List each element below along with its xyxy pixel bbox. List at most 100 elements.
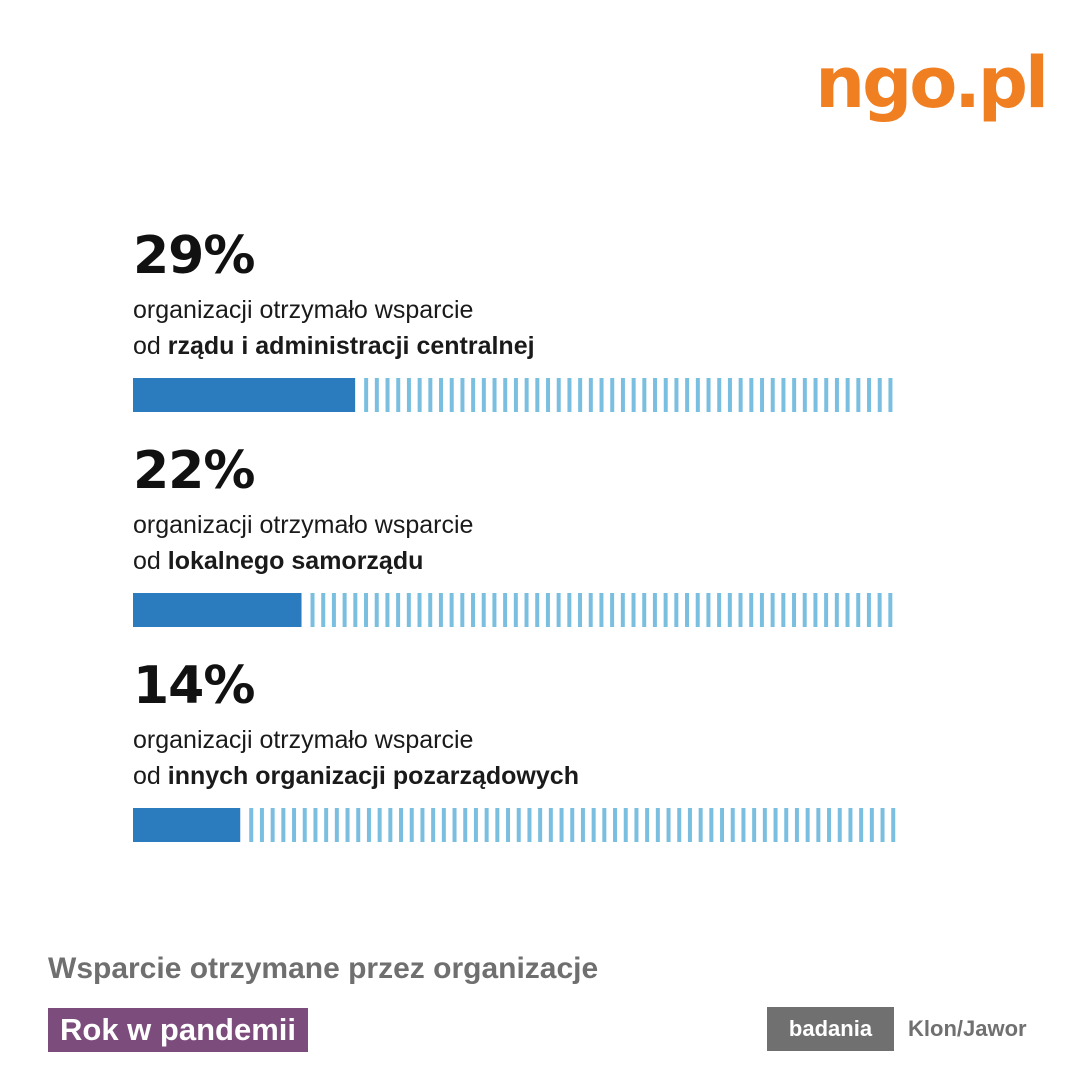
bar-empty-tick <box>527 808 532 842</box>
category-tag: badania <box>767 1007 894 1051</box>
source-prefix: od <box>133 547 168 575</box>
source-name: rządu i administracji centralnej <box>167 332 535 360</box>
bar-empty-tick <box>492 593 497 627</box>
bar-empty-tick <box>792 378 797 412</box>
bar-empty-tick <box>385 378 390 412</box>
bar-empty-tick <box>342 593 347 627</box>
bar-empty-tick <box>259 808 264 842</box>
bar-empty-tick <box>449 593 454 627</box>
bar-empty-tick <box>834 593 839 627</box>
bar-empty-tick <box>759 593 764 627</box>
bar-empty-tick <box>634 808 639 842</box>
stat-block: 22% organizacji otrzymało wsparcie od lo… <box>133 445 903 632</box>
bar-empty-tick <box>591 808 596 842</box>
bar-empty-tick <box>556 378 561 412</box>
bar-empty-tick <box>727 593 732 627</box>
bar-empty-tick <box>642 593 647 627</box>
bar-empty-tick <box>439 378 444 412</box>
bar-empty-tick <box>396 593 401 627</box>
bar-empty-tick <box>848 808 853 842</box>
bar-empty-tick <box>805 808 810 842</box>
bar-empty-tick <box>524 378 529 412</box>
bar-empty-tick <box>385 593 390 627</box>
bar-empty-tick <box>631 378 636 412</box>
bar-empty-tick <box>538 808 543 842</box>
bar-empty-tick <box>374 378 379 412</box>
bar-empty-tick <box>717 593 722 627</box>
bar-empty-tick <box>545 593 550 627</box>
bar-empty-tick <box>880 808 885 842</box>
bar-empty-tick <box>802 593 807 627</box>
description-line: organizacji otrzymało wsparcie <box>133 511 474 539</box>
bar-empty-tick <box>602 808 607 842</box>
description-line-source: od innych organizacji pozarządowych <box>133 758 903 794</box>
bar-empty-tick <box>866 593 871 627</box>
bar-empty-tick <box>698 808 703 842</box>
bar-empty-tick <box>388 808 393 842</box>
bar-empty-tick <box>706 593 711 627</box>
bar-empty-tick <box>567 593 572 627</box>
bar-empty-tick <box>813 378 818 412</box>
bar-empty-tick <box>877 593 882 627</box>
bar-empty-tick <box>535 593 540 627</box>
bar-empty-tick <box>620 378 625 412</box>
bar-empty-tick <box>824 593 829 627</box>
bar-empty-tick <box>406 593 411 627</box>
bar-empty-tick <box>685 378 690 412</box>
bar-empty-tick <box>727 378 732 412</box>
stat-description: organizacji otrzymało wsparcie od innych… <box>133 722 903 794</box>
bar-empty-tick <box>503 593 508 627</box>
bar-empty-tick <box>856 593 861 627</box>
bar-empty-tick <box>869 808 874 842</box>
bar-empty-tick <box>292 808 297 842</box>
bar-empty-tick <box>730 808 735 842</box>
source-name: lokalnego samorządu <box>167 547 424 575</box>
bar-empty-tick <box>270 808 275 842</box>
source-prefix: od <box>133 332 168 360</box>
bar-empty-tick <box>613 808 618 842</box>
bar-empty-tick <box>813 593 818 627</box>
bar-empty-tick <box>460 593 465 627</box>
bar-empty-tick <box>792 593 797 627</box>
bar-empty-tick <box>623 808 628 842</box>
source-prefix: od <box>133 762 168 790</box>
bar-empty-tick <box>345 808 350 842</box>
bar-empty-tick <box>749 378 754 412</box>
bar-filled-segment <box>133 593 302 627</box>
bar-empty-tick <box>310 593 315 627</box>
description-line-source: od lokalnego samorządu <box>133 543 903 579</box>
bar-empty-tick <box>449 378 454 412</box>
bar-empty-tick <box>856 378 861 412</box>
bar-empty-tick <box>674 593 679 627</box>
bar-empty-tick <box>762 808 767 842</box>
bar-empty-tick <box>481 593 486 627</box>
bar-empty-tick <box>802 378 807 412</box>
description-line: organizacji otrzymało wsparcie <box>133 296 474 324</box>
bar-empty-tick <box>481 378 486 412</box>
bar-empty-tick <box>666 808 671 842</box>
bar-empty-tick <box>834 378 839 412</box>
bar-empty-tick <box>645 808 650 842</box>
bar-empty-tick <box>399 808 404 842</box>
bar-empty-tick <box>695 593 700 627</box>
bar-empty-tick <box>741 808 746 842</box>
bar-empty-tick <box>706 378 711 412</box>
bar-empty-tick <box>364 378 369 412</box>
bar-empty-tick <box>331 593 336 627</box>
percentage-label: 29% <box>133 226 255 286</box>
bar-empty-tick <box>321 593 326 627</box>
bar-empty-tick <box>281 808 286 842</box>
bar-empty-tick <box>631 593 636 627</box>
bar-empty-tick <box>642 378 647 412</box>
bar-empty-tick <box>709 808 714 842</box>
bar-empty-tick <box>610 378 615 412</box>
bar-empty-tick <box>546 378 551 412</box>
bar-empty-tick <box>535 378 540 412</box>
bar-empty-tick <box>524 593 529 627</box>
stat-description: organizacji otrzymało wsparcie od lokaln… <box>133 507 903 579</box>
bar-empty-tick <box>867 378 872 412</box>
bar-empty-tick <box>417 593 422 627</box>
bar-empty-tick <box>827 808 832 842</box>
bar-empty-tick <box>471 378 476 412</box>
bar-empty-tick <box>516 808 521 842</box>
